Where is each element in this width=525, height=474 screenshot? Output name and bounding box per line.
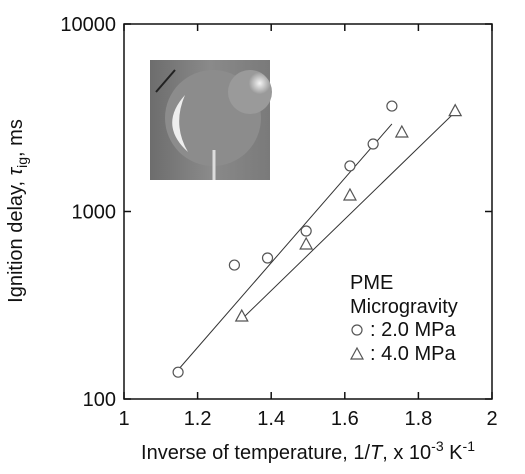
- data-point: [344, 160, 356, 172]
- x-label-part: -1: [463, 438, 476, 454]
- legend-label: : 2.0 MPa: [370, 319, 456, 341]
- x-tick-label: 1.4: [257, 408, 285, 430]
- data-point: [234, 308, 249, 322]
- x-label-part: Inverse of temperature, 1/: [141, 442, 370, 464]
- data-point: [386, 100, 398, 112]
- x-label-part: K: [444, 442, 464, 464]
- x-label-part: T: [370, 442, 384, 464]
- data-point: [394, 124, 409, 138]
- y-label-part: , ms: [5, 119, 27, 157]
- x-tick-label: 1.6: [331, 408, 359, 430]
- x-label-part: -3: [431, 438, 444, 454]
- legend-marker: [349, 346, 365, 360]
- legend-label: : 4.0 MPa: [370, 343, 456, 365]
- x-tick-label: 1.8: [404, 408, 432, 430]
- data-point: [448, 103, 463, 117]
- data-point: [299, 236, 314, 250]
- y-tick-label: 1000: [72, 202, 117, 224]
- data-point: [367, 138, 379, 150]
- fit-line: [242, 111, 456, 319]
- y-label-part: τ: [5, 166, 27, 175]
- legend-marker: [351, 324, 363, 336]
- x-tick-label: 2: [486, 408, 497, 430]
- inset-photo: [150, 60, 272, 180]
- data-point: [342, 187, 357, 201]
- y-axis-label: Ignition delay, τig, ms: [5, 119, 30, 303]
- x-axis-label: Inverse of temperature, 1/T, x 10-3 K-1: [141, 438, 475, 464]
- data-point: [228, 259, 240, 271]
- fit-line: [177, 123, 393, 371]
- y-tick-label: 100: [83, 389, 116, 411]
- data-point: [261, 252, 274, 264]
- legend-title: PME: [350, 272, 393, 294]
- x-tick-label: 1: [118, 408, 129, 430]
- y-tick-label: 10000: [60, 14, 116, 36]
- data-point: [172, 366, 184, 378]
- y-label-part: ig: [14, 157, 30, 168]
- x-label-part: , x 10: [382, 442, 431, 464]
- legend-title: Microgravity: [350, 296, 458, 318]
- data-point: [300, 225, 312, 237]
- x-tick-label: 1.2: [184, 408, 212, 430]
- y-label-part: Ignition delay,: [5, 175, 27, 303]
